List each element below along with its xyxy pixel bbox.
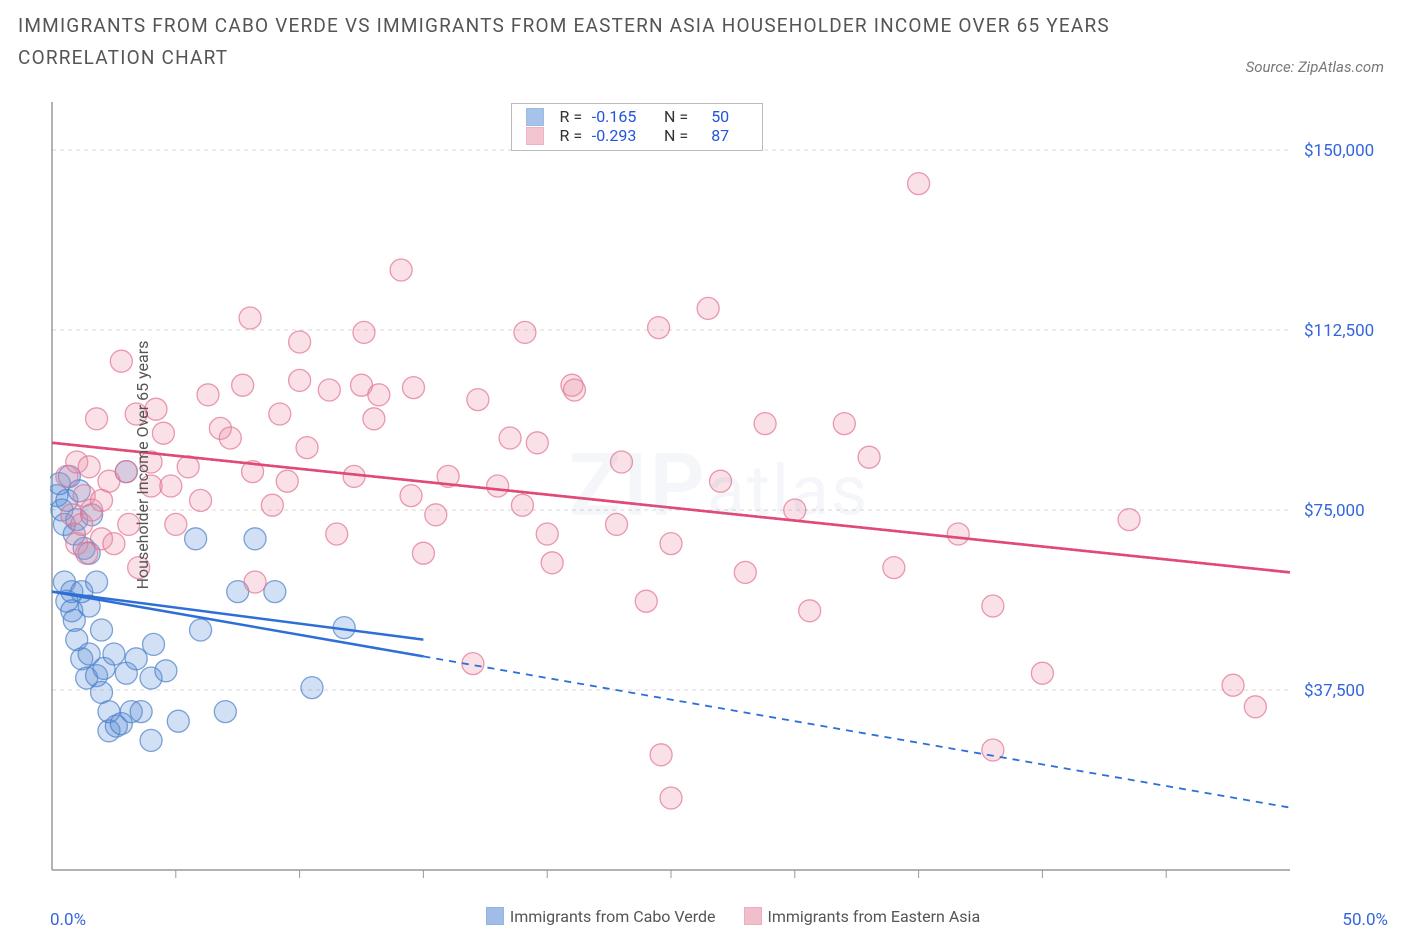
x-axis-max: 50.0% xyxy=(1342,910,1388,930)
legend-label: Immigrants from Eastern Asia xyxy=(768,907,981,926)
stats-row: R = -0.165 N = 50 xyxy=(526,107,749,126)
stats-row: R = -0.293 N = 87 xyxy=(526,126,749,145)
stats-legend: R = -0.165 N = 50 R = -0.293 N = 87 xyxy=(511,103,764,151)
legend-swatch xyxy=(486,907,504,925)
series-legend: Immigrants from Cabo Verde Immigrants fro… xyxy=(50,907,1388,926)
legend-label: Immigrants from Cabo Verde xyxy=(510,907,716,926)
y-axis-label: Householder Income Over 65 years xyxy=(133,341,152,590)
svg-text:$150,000: $150,000 xyxy=(1304,141,1374,161)
svg-text:$37,500: $37,500 xyxy=(1304,681,1365,701)
chart-title: IMMIGRANTS FROM CABO VERDE VS IMMIGRANTS… xyxy=(18,10,1156,75)
source-attribution: Source: ZipAtlas.com xyxy=(1246,58,1384,76)
x-axis-footer: 0.0% Immigrants from Cabo VerdeImmigrant… xyxy=(50,890,1388,930)
svg-text:$75,000: $75,000 xyxy=(1304,501,1365,521)
plot-area: $37,500$75,000$112,500$150,000 ZIPatlas … xyxy=(50,100,1388,886)
svg-text:$112,500: $112,500 xyxy=(1304,321,1374,341)
legend-swatch xyxy=(744,907,762,925)
